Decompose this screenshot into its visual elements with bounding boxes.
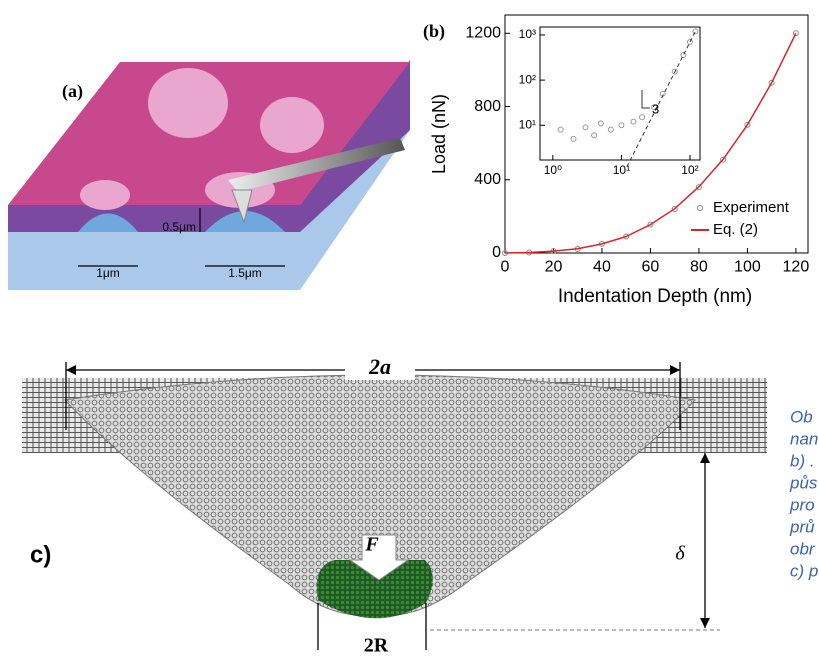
- hole: [148, 68, 228, 138]
- data-point: [607, 126, 614, 133]
- panel-label: c): [30, 541, 51, 568]
- data-line: [504, 32, 797, 254]
- data-point: [686, 38, 693, 45]
- panel-label: (b): [423, 21, 445, 42]
- data-point: [647, 221, 654, 228]
- data-point: [597, 120, 604, 127]
- bump: [205, 211, 285, 232]
- legend-label: Experiment: [713, 199, 790, 216]
- y-tick-label: 10³: [519, 27, 536, 41]
- y-tick-label: 800: [474, 98, 501, 115]
- tip: [231, 189, 253, 224]
- x-tick-label: 10²: [681, 163, 698, 177]
- bump: [78, 213, 138, 232]
- y-tick-label: 10¹: [519, 117, 536, 131]
- caption-line: půs: [789, 473, 818, 492]
- data-point: [680, 51, 687, 58]
- y-tick-label: 0: [492, 244, 501, 261]
- data-point: [695, 184, 702, 191]
- indenter: [316, 560, 433, 619]
- panel-a: (a) 0.5μm 1μm 1.5μm: [8, 60, 410, 290]
- data-point: [639, 114, 646, 121]
- data-point: [618, 122, 625, 129]
- caption-line: pro: [789, 495, 815, 514]
- y-axis-label: Load (nN): [429, 94, 449, 174]
- x-tick-label: 100: [734, 259, 761, 276]
- data-point: [792, 30, 799, 37]
- data-point: [591, 132, 598, 139]
- data-point: [557, 126, 564, 133]
- annotation: 2a: [368, 354, 391, 379]
- x-tick-label: 120: [783, 259, 810, 276]
- slope-label: 3: [652, 101, 659, 116]
- guide-line: [626, 31, 696, 168]
- film: [8, 60, 410, 232]
- panel-label: (a): [62, 81, 83, 102]
- dim-line: [78, 208, 285, 267]
- annotation: F: [364, 534, 379, 556]
- annotation: δ: [675, 543, 685, 565]
- dim: 1.5μm: [228, 266, 262, 280]
- data-point: [671, 206, 678, 213]
- y-tick-label: 400: [474, 171, 501, 188]
- x-tick-label: 20: [545, 259, 563, 276]
- caption-line: Ob: [790, 407, 813, 426]
- x-axis-label: Indentation Depth (nm): [558, 286, 752, 307]
- deformed-membrane: [63, 374, 696, 617]
- label-bg: [345, 356, 415, 380]
- legend-label: Eq. (2): [713, 221, 758, 238]
- data-point: [744, 121, 751, 128]
- annotation: 2R: [364, 635, 389, 657]
- x-tick-label: 0: [501, 259, 510, 276]
- label-bg: [350, 635, 402, 659]
- caption-line: obr: [790, 539, 816, 558]
- x-tick-label: 60: [642, 259, 660, 276]
- caption: Ob nan b) . půs pro prů obr c) p: [789, 407, 818, 580]
- force-arrow: [348, 534, 410, 581]
- x-tick-label: 80: [690, 259, 708, 276]
- data-point: [720, 156, 727, 163]
- caption-line: prů: [789, 517, 815, 536]
- caption-line: nan: [790, 429, 818, 448]
- data-point: [692, 28, 699, 35]
- y-tick-label: 1200: [465, 25, 501, 42]
- legend-swatch: [697, 205, 703, 211]
- x-tick-label: 40: [593, 259, 611, 276]
- panel-c: 2a F δ 2R c): [22, 354, 767, 659]
- hole: [260, 97, 324, 153]
- caption-line: c) p: [790, 561, 818, 580]
- cantilever: [228, 138, 405, 192]
- plot-frame: [539, 26, 701, 161]
- dim: 1μm: [96, 266, 120, 280]
- hole: [80, 180, 130, 210]
- dim: 0.5μm: [162, 220, 196, 234]
- x-tick-label: 10¹: [613, 163, 630, 177]
- data-point: [671, 68, 678, 75]
- plot-frame: [504, 14, 809, 254]
- data-point: [570, 135, 577, 142]
- substrate: [8, 64, 410, 290]
- data-point: [768, 79, 775, 86]
- x-tick-label: 10⁰: [544, 163, 562, 177]
- slope-triangle: [641, 90, 650, 109]
- caption-line: b) .: [790, 451, 815, 470]
- y-tick-label: 10²: [519, 72, 536, 86]
- data-point: [630, 118, 637, 125]
- data-point: [582, 124, 589, 131]
